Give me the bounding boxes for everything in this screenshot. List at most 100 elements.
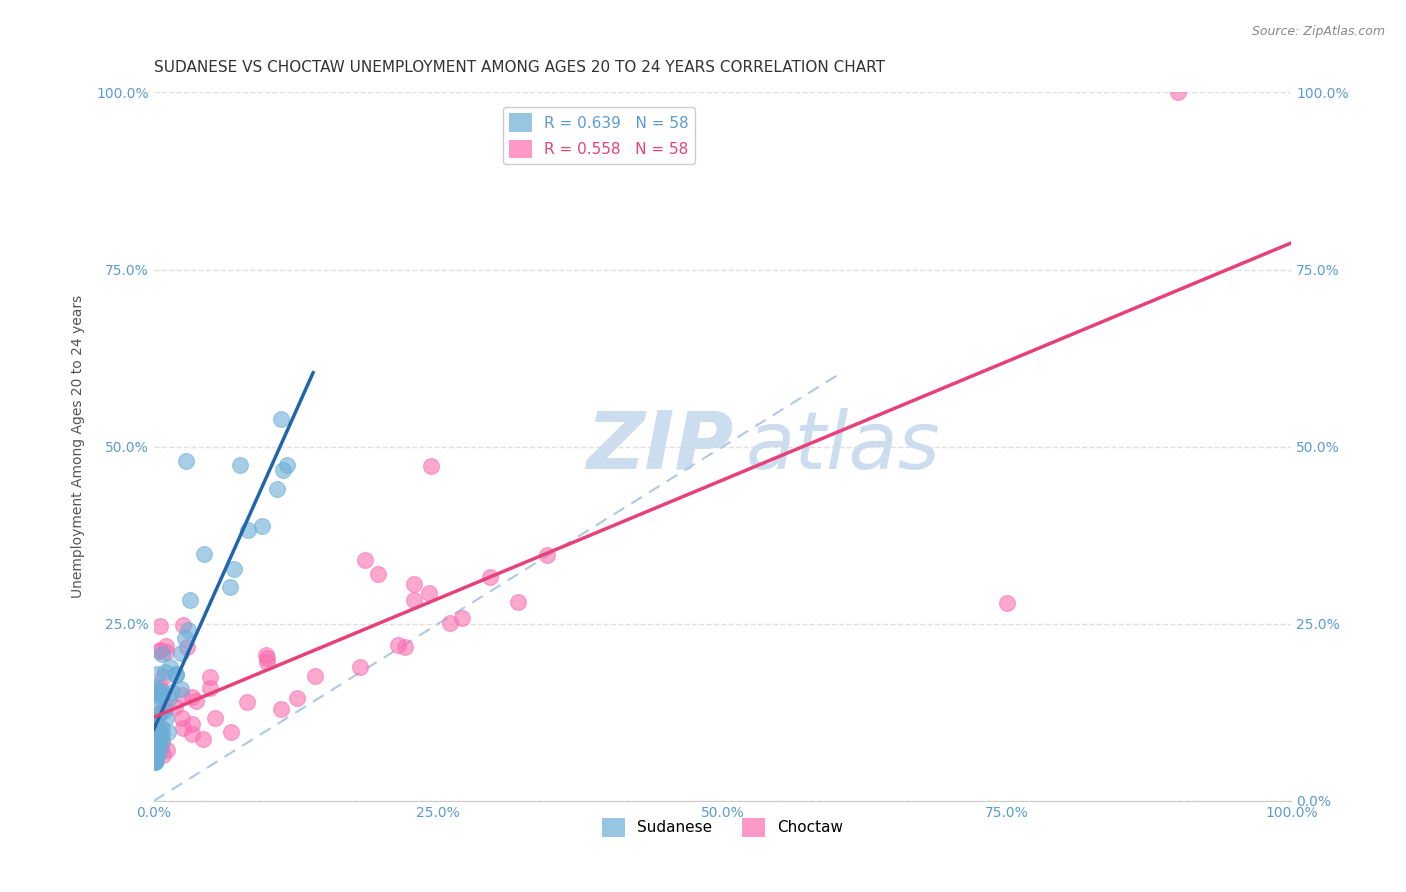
Point [995,595,1018,609]
Point [146,748,169,763]
Point [145,738,167,752]
Point [198,670,221,684]
Point [155,639,177,653]
Text: ZIP: ZIP [586,408,734,485]
Point [143,713,166,727]
Point [146,747,169,761]
Point [143,754,166,768]
Point [148,736,170,750]
Point [163,699,186,714]
Point [439,615,461,630]
Point [143,753,166,767]
Point [143,727,166,741]
Point [157,690,180,705]
Point [184,694,207,708]
Point [156,743,179,757]
Point [191,732,214,747]
Point [146,667,169,681]
Point [176,640,198,654]
Point [180,690,202,705]
Point [170,681,193,696]
Point [143,742,166,756]
Point [479,570,502,584]
Point [149,741,172,756]
Point [170,711,193,725]
Y-axis label: Unemployment Among Ages 20 to 24 years: Unemployment Among Ages 20 to 24 years [72,295,86,599]
Point [145,754,167,768]
Point [256,656,278,670]
Point [200,681,222,695]
Point [179,593,201,607]
Point [145,680,167,694]
Point [285,691,308,706]
Point [153,704,176,718]
Point [149,642,172,657]
Point [150,733,173,747]
Point [266,482,288,496]
Point [143,755,166,769]
Point [173,631,195,645]
Point [148,729,170,743]
Point [148,705,170,719]
Point [170,688,193,702]
Point [155,645,177,659]
Point [367,567,389,582]
Point [219,580,242,594]
Point [270,412,292,426]
Point [150,734,173,748]
Point [156,725,179,739]
Point [174,454,197,468]
Point [146,716,169,731]
Point [150,647,173,661]
Point [149,727,172,741]
Point [404,592,426,607]
Point [304,669,326,683]
Point [150,685,173,699]
Point [149,739,172,754]
Point [204,711,226,725]
Point [394,640,416,654]
Point [152,721,174,735]
Point [145,744,167,758]
Point [159,660,181,674]
Point [254,648,277,662]
Text: SUDANESE VS CHOCTAW UNEMPLOYMENT AMONG AGES 20 TO 24 YEARS CORRELATION CHART: SUDANESE VS CHOCTAW UNEMPLOYMENT AMONG A… [153,60,884,75]
Point [149,681,172,695]
Point [418,586,440,600]
Point [270,702,292,716]
Point [145,750,167,764]
Point [170,646,193,660]
Point [271,463,294,477]
Point [146,744,169,758]
Point [177,624,200,638]
Point [148,723,170,738]
Text: Source: ZipAtlas.com: Source: ZipAtlas.com [1251,25,1385,38]
Point [172,721,194,735]
Point [149,688,172,702]
Point [506,594,529,608]
Point [146,689,169,703]
Point [172,617,194,632]
Point [219,724,242,739]
Point [536,548,558,562]
Point [180,726,202,740]
Point [153,665,176,680]
Point [143,750,166,764]
Point [193,548,215,562]
Point [402,577,425,591]
Point [155,699,177,714]
Point [229,458,252,472]
Point [1167,86,1189,100]
Point [165,666,187,681]
Point [143,755,166,769]
Point [149,618,172,632]
Point [387,638,409,652]
Text: atlas: atlas [745,408,941,485]
Point [451,611,474,625]
Point [250,519,273,533]
Point [145,682,167,697]
Point [235,695,257,709]
Point [236,523,259,537]
Point [145,728,167,742]
Point [354,553,377,567]
